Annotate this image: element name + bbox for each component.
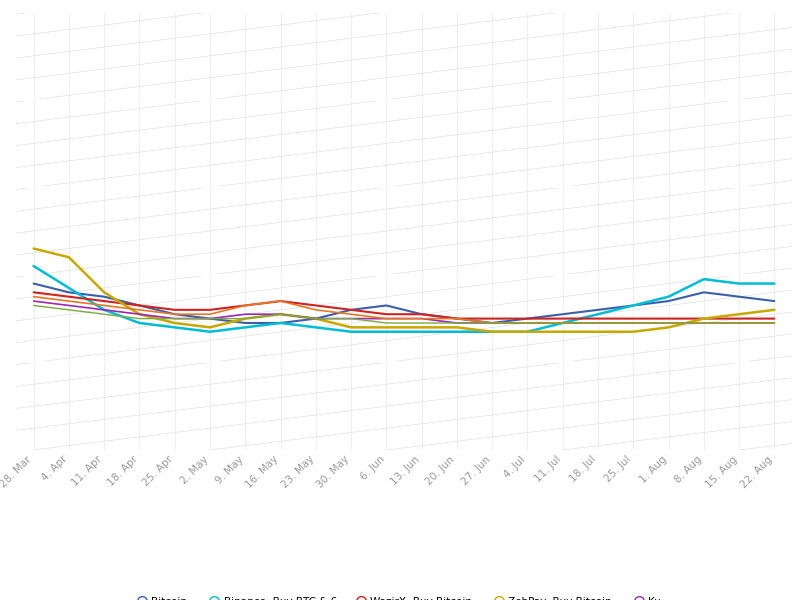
Legend: Bitcoin ..., Binance: Buy BTC & 6..., WazirX: Buy Bitcoin ..., ZebPay: Buy Bitco: Bitcoin ..., Binance: Buy BTC & 6..., Wa… — [133, 593, 675, 600]
